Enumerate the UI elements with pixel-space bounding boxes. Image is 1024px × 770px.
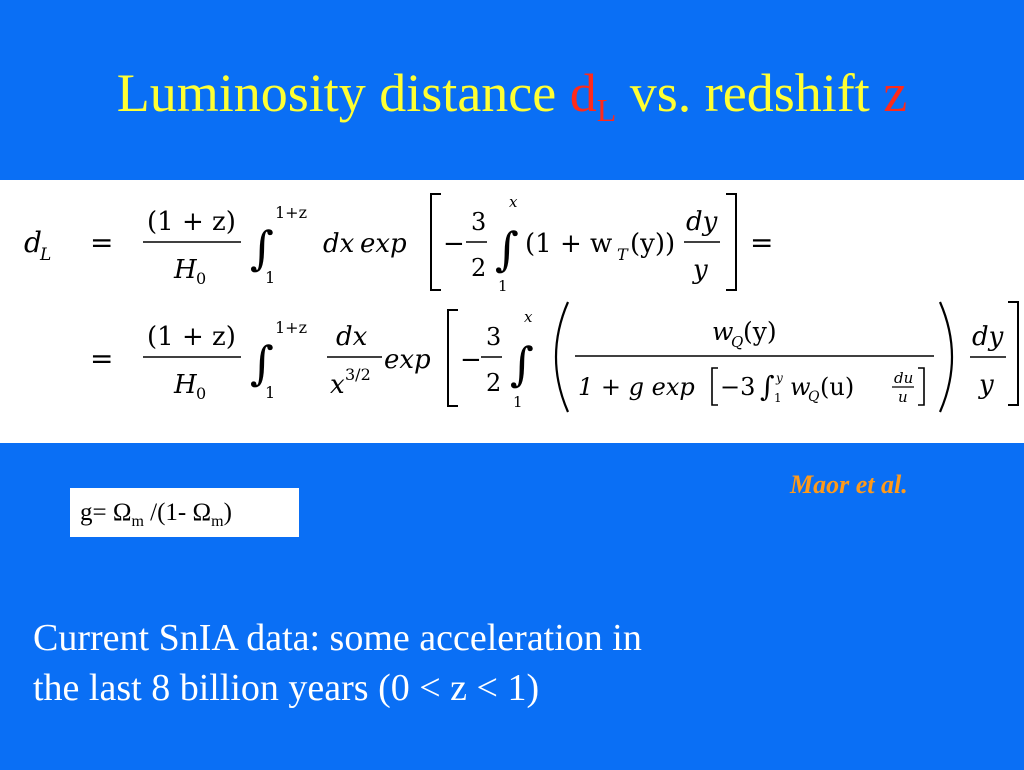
- eq-left-paren-2: [554, 301, 570, 413]
- g-suffix: ): [223, 499, 232, 526]
- eq-inner-lower-2: 1: [513, 393, 523, 411]
- eq-wt-sub-1: T: [617, 245, 629, 264]
- g-prefix: g=: [80, 499, 113, 526]
- eq-equals-1: =: [90, 226, 113, 259]
- g-omega-sub-1: m: [131, 513, 144, 530]
- eq-frac-num-2: (1 + z): [147, 322, 236, 352]
- eq-den-wq-sub: Q: [808, 389, 820, 405]
- eq-den-minus3: −3: [720, 373, 755, 401]
- eq-den-int-upper: y: [775, 371, 783, 385]
- title-dl-symbol: dL: [569, 63, 617, 128]
- g-omega-1: Ω: [112, 499, 132, 526]
- eq-inner-upper-2: x: [524, 308, 533, 326]
- eq-left-bracket-1: [430, 193, 441, 291]
- eq-outer-integral-1: ∫: [250, 221, 274, 275]
- g-omega-sub-2: m: [211, 513, 224, 530]
- eq-frac-den-sub-1: 0: [196, 269, 206, 288]
- eq-den-right-bracket: [918, 367, 925, 406]
- body-text: Current SnIA data: some acceleration in …: [33, 613, 642, 713]
- eq-equals-2: =: [90, 342, 113, 375]
- title-z-symbol: z: [883, 63, 908, 123]
- eq-den-int-lower: 1: [774, 391, 782, 405]
- eq-right-bracket-2: [1008, 301, 1019, 406]
- eq-den-du: du: [894, 369, 913, 387]
- title-text-before: Luminosity distance: [116, 63, 570, 123]
- eq-outer-upper-2: 1+z: [275, 318, 307, 337]
- title-text-middle: vs. redshift: [616, 63, 884, 123]
- eq-minus-1: −: [443, 229, 465, 259]
- eq-wq-num: w: [712, 317, 733, 346]
- eq-frac-den-h-2: H: [173, 370, 198, 400]
- eq-wq-num-sub: Q: [731, 333, 743, 351]
- eq-dx-2: dx: [336, 322, 368, 352]
- eq-frac-den-sub-2: 0: [196, 384, 206, 403]
- g-middle: /(1-: [143, 499, 193, 526]
- eq-right-paren-2: [938, 301, 954, 413]
- eq-lhs-d: d: [24, 226, 42, 259]
- eq-left-bracket-2: [447, 309, 458, 407]
- eq-den-start: 1 + g exp: [578, 373, 695, 401]
- eq-wt-arg-1: (y)): [630, 229, 675, 259]
- eq-den-integral: ∫: [760, 370, 775, 403]
- citation: Maor et al.: [790, 470, 908, 499]
- eq-two-1: 2: [471, 254, 486, 282]
- eq-outer-lower-2: 1: [265, 383, 275, 402]
- eq-inner-lower-1: 1: [498, 277, 508, 295]
- eq-den-wq: w: [790, 373, 811, 401]
- eq-wq-num-arg: (y): [743, 317, 777, 346]
- slide-title: Luminosity distance dL vs. redshift z: [0, 62, 1024, 129]
- eq-integrand-1: (1 + w: [525, 229, 612, 259]
- body-line-1: Current SnIA data: some acceleration in: [33, 617, 642, 659]
- title-dl-sub: L: [596, 92, 617, 128]
- eq-inner-integral-1: ∫: [495, 222, 519, 276]
- eq-two-2: 2: [486, 369, 501, 397]
- eq-frac-den-h-1: H: [173, 255, 198, 285]
- body-line-2: the last 8 billion years (0 < z < 1): [33, 667, 540, 709]
- g-definition-box: g= Ωm /(1- Ωm): [70, 488, 299, 537]
- eq-dy-1: dy: [686, 207, 718, 237]
- eq-exp-1: exp: [360, 229, 407, 259]
- eq-x-exp-2: 3/2: [345, 365, 371, 384]
- eq-inner-integral-2: ∫: [510, 337, 534, 391]
- eq-den-left-bracket: [711, 367, 718, 406]
- luminosity-distance-equation: d L = (1 + z) H 0 ∫ 1+z 1 dx exp − 3 2 ∫…: [24, 193, 1019, 413]
- eq-equals-trailing: =: [750, 226, 773, 259]
- eq-exp-2: exp: [384, 345, 431, 375]
- eq-three-1: 3: [471, 208, 486, 236]
- eq-y-1: y: [692, 255, 708, 285]
- eq-three-2: 3: [486, 323, 501, 351]
- eq-inner-upper-1: x: [509, 193, 518, 211]
- eq-x-base-2: x: [330, 370, 345, 400]
- eq-den-u: u: [898, 388, 908, 406]
- title-dl-main: d: [569, 63, 597, 123]
- eq-minus-2: −: [460, 345, 482, 375]
- eq-lhs-sub: L: [39, 245, 51, 265]
- g-omega-2: Ω: [192, 499, 212, 526]
- eq-y-2: y: [978, 370, 994, 400]
- eq-right-bracket-1: [726, 193, 737, 291]
- equation-panel: d L = (1 + z) H 0 ∫ 1+z 1 dx exp − 3 2 ∫…: [0, 180, 1024, 443]
- eq-den-wq-arg: (u): [820, 373, 854, 401]
- eq-outer-lower-1: 1: [265, 268, 275, 287]
- eq-dx-1: dx: [323, 229, 355, 259]
- eq-frac-num-1: (1 + z): [147, 207, 236, 237]
- eq-outer-upper-1: 1+z: [275, 203, 307, 222]
- eq-outer-integral-2: ∫: [250, 336, 274, 390]
- eq-dy-2: dy: [972, 322, 1004, 352]
